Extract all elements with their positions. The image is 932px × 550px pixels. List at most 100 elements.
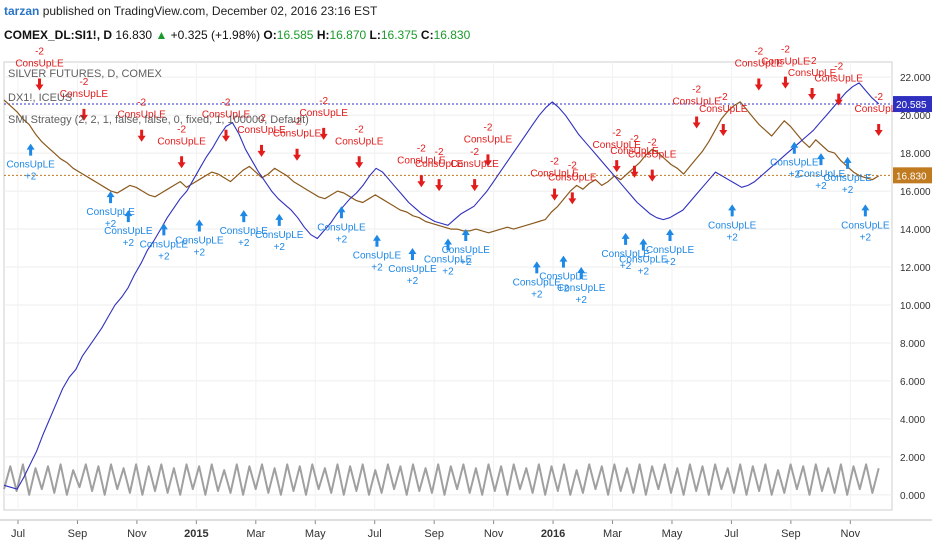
symbol-name[interactable]: COMEX_DL:SI1! — [4, 28, 97, 42]
sell-signal-label: ConsUpLE — [397, 155, 446, 166]
equity-axis-tag-text: 20.585 — [896, 100, 927, 111]
author-name[interactable]: tarzan — [4, 4, 40, 18]
up-arrow-icon — [372, 234, 381, 247]
x-tick-label: Sep — [424, 528, 444, 540]
x-tick-label: 2015 — [184, 528, 208, 540]
up-arrow-icon — [159, 223, 168, 236]
buy-signal-label: ConsUpLE — [513, 277, 562, 288]
buy-signal-qty: +2 — [842, 185, 854, 196]
sell-signal-qty: -2 — [355, 124, 364, 135]
legend-compare-series[interactable]: DX1!, ICEUS — [8, 92, 73, 104]
up-arrow-icon — [621, 232, 630, 245]
y-tick-label: 8.000 — [900, 339, 925, 350]
up-arrow-icon — [639, 238, 648, 251]
y-tick-label: 4.000 — [900, 415, 925, 426]
buy-signal-label: ConsUpLE — [557, 283, 606, 294]
down-arrow-icon — [137, 129, 146, 142]
down-arrow-icon — [808, 87, 817, 100]
buy-signal-qty: +2 — [815, 181, 827, 192]
up-arrow-icon — [728, 204, 737, 217]
buy-signal-qty: +2 — [158, 251, 170, 262]
buy-signal: ConsUpLE+2 — [353, 234, 401, 274]
down-arrow-icon — [754, 78, 763, 91]
price-axis-tag-bg — [893, 167, 932, 184]
y-tick-label: 10.000 — [900, 301, 931, 312]
sell-signal-qty: -2 — [630, 134, 639, 145]
sell-signal-qty: -2 — [719, 92, 728, 103]
y-tick-label: 2.000 — [900, 453, 925, 464]
buy-signal: ConsUpLE+2 — [823, 156, 872, 196]
down-arrow-icon — [177, 156, 186, 169]
down-arrow-icon — [470, 179, 479, 192]
sell-signal-label: ConsUpLE — [60, 89, 109, 100]
sell-signal-qty: -2 — [35, 46, 44, 57]
buy-signal: ConsUpLE+2 — [539, 255, 588, 295]
sell-signal-qty: -2 — [754, 46, 763, 57]
buy-signal: ConsUpLE+2 — [424, 238, 473, 278]
buy-signal-qty: +2 — [194, 248, 206, 259]
x-tick-label: Sep — [68, 528, 88, 540]
down-arrow-icon — [568, 192, 577, 205]
up-arrow-icon — [124, 210, 133, 223]
buy-signal: ConsUpLE+2 — [619, 238, 668, 278]
y-tick-label: 12.000 — [900, 263, 931, 274]
sell-signal-label: ConsUpLE — [157, 136, 206, 147]
legend-main-series[interactable]: SILVER FUTURES, D, COMEX — [8, 68, 162, 80]
up-arrow-icon — [337, 206, 346, 219]
up-arrow-icon — [861, 204, 870, 217]
buy-signal: ConsUpLE+2 — [6, 143, 55, 183]
buy-signal: ConsUpLE+2 — [442, 229, 490, 268]
sell-signal-label: ConsUpLE — [593, 140, 642, 151]
y-tick-label: 14.000 — [900, 225, 931, 236]
down-arrow-icon — [781, 76, 790, 89]
legend-strategy[interactable]: SMI Strategy (2, 2, 1, false, false, 0, … — [8, 114, 309, 126]
down-arrow-icon — [630, 165, 639, 178]
down-arrow-icon — [222, 129, 230, 142]
equity-axis-tag-bg — [893, 96, 932, 113]
buy-signal: ConsUpLE+2 — [104, 210, 153, 249]
buy-signal-qty: +2 — [123, 238, 135, 249]
down-arrow-icon — [35, 78, 44, 91]
buy-signal-qty: +2 — [274, 242, 286, 253]
buy-signal-qty: +2 — [407, 276, 419, 287]
buy-signal: ConsUpLE+2 — [513, 261, 562, 300]
down-arrow-icon — [483, 154, 492, 167]
down-arrow-icon — [550, 188, 559, 201]
sell-signal-qty: -2 — [874, 92, 883, 103]
buy-signal-qty: +2 — [371, 263, 383, 274]
buy-signal-label: ConsUpLE — [841, 220, 890, 231]
sell-signal-qty: -2 — [319, 96, 328, 107]
buy-signal-qty: +2 — [25, 172, 37, 183]
sell-signal-label: ConsUpLE — [415, 159, 464, 170]
buy-signal: ConsUpLE+2 — [708, 204, 757, 243]
sell-signal-qty: -2 — [257, 113, 266, 124]
close-value: 16.830 — [433, 28, 471, 42]
x-tick-label: Nov — [841, 528, 861, 540]
buy-signal-label: ConsUpLE — [601, 249, 650, 260]
high-value: 16.870 — [329, 28, 367, 42]
up-arrow-icon — [843, 156, 852, 169]
x-tick-label: Jul — [11, 528, 25, 540]
sell-signal-qty: -2 — [808, 56, 817, 67]
interval: D — [103, 28, 113, 42]
buy-signal: ConsUpLE+2 — [841, 204, 890, 243]
down-arrow-icon — [834, 93, 843, 106]
buy-signal-qty: +2 — [558, 284, 570, 295]
sell-signal-label: ConsUpLE — [815, 74, 864, 85]
buy-signal-label: ConsUpLE — [175, 236, 224, 247]
plot-frame — [3, 61, 893, 511]
sell-signal-qty: -2 — [293, 117, 302, 128]
buy-signal-qty: +2 — [726, 232, 738, 243]
up-arrow-icon — [444, 238, 452, 251]
